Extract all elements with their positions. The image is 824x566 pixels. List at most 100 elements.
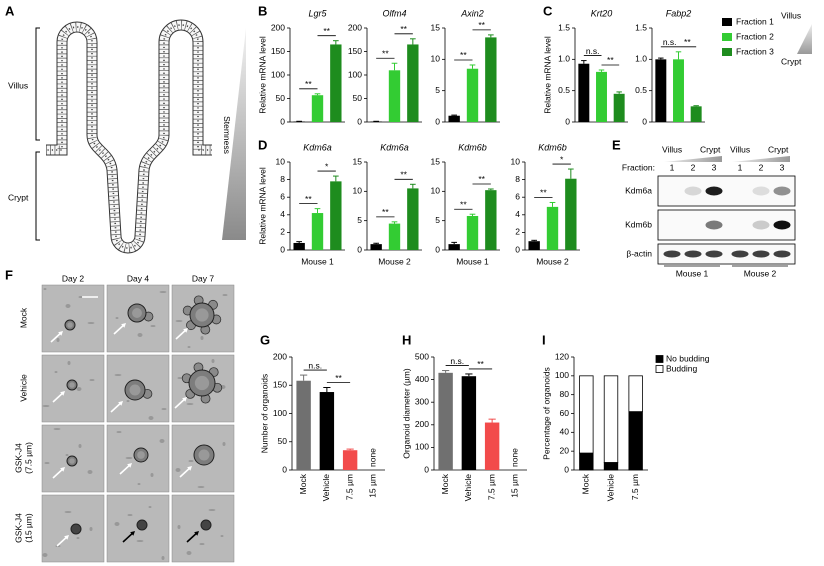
lane-label: 3 xyxy=(712,162,717,172)
debris xyxy=(159,291,167,293)
lane-label: 2 xyxy=(759,162,764,172)
arrow xyxy=(113,324,125,335)
y-tick-label: 200 xyxy=(415,419,429,429)
y-tick-label: 10 xyxy=(511,156,521,166)
significance-label: ** xyxy=(540,188,547,198)
panel-letter: A xyxy=(5,3,15,18)
blot-band xyxy=(731,250,749,258)
group-label: Mouse 2 xyxy=(744,268,777,278)
organoid-lumen xyxy=(203,522,209,528)
bar xyxy=(330,181,342,250)
legend-gradient-bottom: Crypt xyxy=(781,56,802,66)
blot-band xyxy=(752,220,770,230)
gradient-label: Stemness xyxy=(222,116,232,154)
arrow xyxy=(52,392,64,403)
organoid-lumen xyxy=(137,451,145,459)
blot-band xyxy=(752,250,770,258)
y-tick-label: 10 xyxy=(431,186,441,196)
region-bracket xyxy=(35,27,40,141)
debris xyxy=(186,403,194,405)
column-label: Day 7 xyxy=(192,273,214,283)
debris xyxy=(148,416,154,420)
significance-label: n.s. xyxy=(450,356,464,366)
panel-letter: G xyxy=(260,332,270,347)
arrow xyxy=(175,329,187,340)
panel-letter: F xyxy=(5,267,13,282)
crypt-villus-drawing xyxy=(46,19,212,254)
column-label: Day 2 xyxy=(62,273,84,283)
row-label: GSK-J4 xyxy=(13,513,23,543)
significance-label: ** xyxy=(323,26,330,36)
blot-band xyxy=(752,186,770,196)
bar xyxy=(330,44,342,123)
y-tick-label: 5 xyxy=(435,85,440,95)
arrow-head xyxy=(121,323,126,328)
bar xyxy=(342,450,358,470)
y-tick-label: 1.0 xyxy=(635,54,647,64)
y-tick-label: 1.5 xyxy=(635,22,647,32)
y-tick-label: 0 xyxy=(515,244,520,254)
legend-label: Budding xyxy=(666,363,697,373)
y-tick-label: 0.5 xyxy=(635,85,647,95)
y-tick-label: 60 xyxy=(560,408,570,418)
panel-letter: I xyxy=(542,332,546,347)
organoid xyxy=(70,523,82,535)
debris xyxy=(54,371,58,373)
x-tick-label: 7.5 µm xyxy=(630,474,640,500)
organoid-lumen xyxy=(69,458,75,464)
y-tick-label: 400 xyxy=(415,374,429,384)
organoid-lumen xyxy=(73,526,79,532)
blot-frame xyxy=(657,209,796,241)
bar xyxy=(690,106,702,122)
debris xyxy=(56,338,60,342)
y-axis-label: Percentage of organoids xyxy=(541,367,551,460)
region-label: Villus xyxy=(8,80,28,90)
bar xyxy=(546,206,559,250)
fraction-wedge xyxy=(732,156,790,162)
blot-band xyxy=(705,250,723,258)
bar xyxy=(319,392,335,470)
debris xyxy=(159,439,165,443)
debris xyxy=(125,457,133,459)
arrow-head xyxy=(127,463,132,468)
chart-title: Kdm6a xyxy=(380,142,409,152)
legend-label: Fraction 2 xyxy=(736,31,774,41)
debris xyxy=(222,442,226,446)
bar xyxy=(448,244,460,250)
bar xyxy=(293,242,305,250)
significance-label: ** xyxy=(382,49,389,59)
x-tick-label: Vehicle xyxy=(605,474,615,502)
legend-label: No budding xyxy=(666,353,710,363)
bar xyxy=(655,59,667,122)
arrow xyxy=(56,536,68,547)
debris xyxy=(187,346,191,348)
bar xyxy=(485,37,497,122)
fraction-wedge xyxy=(664,156,722,162)
legend-swatch xyxy=(722,18,732,26)
bar xyxy=(388,223,401,250)
debris xyxy=(188,460,194,462)
significance-label: n.s. xyxy=(586,46,600,56)
bar-segment xyxy=(579,375,594,454)
y-tick-label: 100 xyxy=(273,408,287,418)
significance-label: ** xyxy=(305,194,312,204)
arrow xyxy=(174,398,186,409)
blot-row-label: β-actin xyxy=(626,248,652,258)
legend-label: Fraction 3 xyxy=(736,46,774,56)
blot-band xyxy=(773,250,791,258)
debris xyxy=(78,444,82,448)
chart-title: Fabp2 xyxy=(666,8,692,18)
significance-label: * xyxy=(325,161,329,171)
x-tick-label: Mock xyxy=(298,473,308,494)
debris xyxy=(148,506,152,508)
y-tick-label: 0 xyxy=(280,244,285,254)
bar xyxy=(311,95,324,122)
panel-letter: E xyxy=(612,137,621,152)
value-label: none xyxy=(510,448,520,467)
arrow-head xyxy=(130,531,135,536)
y-tick-label: 50 xyxy=(276,93,286,103)
y-tick-label: 150 xyxy=(273,380,287,390)
debris xyxy=(76,387,82,391)
debris xyxy=(42,553,48,557)
debris xyxy=(65,304,71,308)
